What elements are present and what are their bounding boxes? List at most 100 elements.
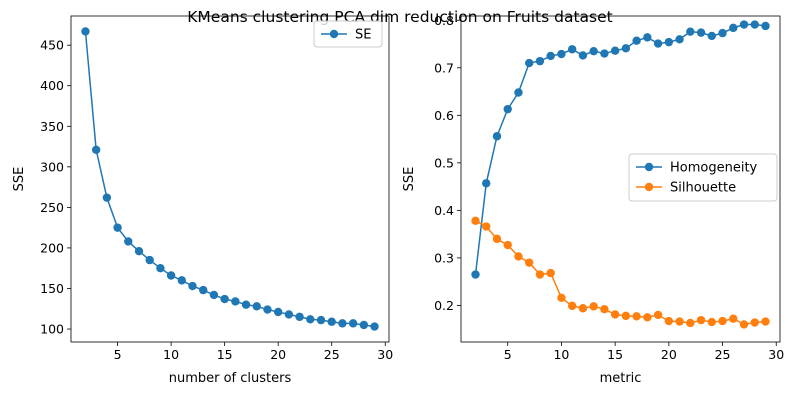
data-point	[482, 179, 491, 188]
y-tick-label: 0.3	[434, 250, 454, 265]
x-tick-label: 15	[217, 347, 233, 362]
data-point	[739, 20, 749, 29]
y-tick-label: 0.6	[434, 108, 454, 123]
data-point	[263, 305, 272, 314]
data-point	[739, 320, 749, 329]
data-point	[567, 301, 577, 311]
data-point	[535, 270, 545, 279]
data-point	[589, 46, 598, 56]
data-point	[632, 36, 641, 45]
data-point	[696, 315, 706, 325]
data-point	[535, 56, 545, 66]
data-point	[546, 268, 555, 278]
data-point	[514, 88, 523, 97]
x-tick-label: 20	[270, 347, 286, 362]
data-point	[621, 311, 631, 321]
data-point	[471, 270, 480, 279]
data-point	[482, 222, 491, 231]
data-point	[91, 145, 101, 155]
data-point	[327, 317, 336, 326]
data-point	[492, 234, 502, 244]
plot-frame	[70, 15, 390, 343]
data-point	[220, 294, 229, 304]
data-point	[546, 51, 555, 61]
data-point	[145, 255, 154, 265]
y-tick-label: 150	[40, 281, 64, 296]
data-point	[589, 302, 598, 311]
data-point	[653, 310, 663, 320]
data-point	[621, 44, 631, 53]
legend-label-0: SE	[355, 28, 371, 43]
y-tick-label: 0.7	[434, 60, 454, 75]
data-point	[348, 319, 358, 328]
data-point	[632, 312, 641, 321]
data-point	[675, 35, 684, 44]
data-point	[729, 314, 738, 323]
x-tick-label: 20	[661, 347, 677, 362]
legend-box	[313, 20, 383, 48]
y-tick-label: 0.2	[434, 298, 454, 313]
data-point	[188, 281, 197, 291]
y-tick-label: 100	[40, 322, 64, 337]
x-tick-label: 5	[114, 347, 122, 362]
data-point	[231, 297, 240, 306]
data-point	[273, 307, 283, 317]
data-point	[156, 264, 165, 273]
data-point	[707, 317, 716, 327]
data-point	[761, 317, 770, 326]
data-point	[750, 318, 759, 327]
series-line-0	[84, 31, 375, 328]
legend-label-1: Silhouette	[670, 181, 736, 196]
y-tick-label: 0.5	[434, 155, 454, 170]
data-point	[471, 216, 480, 226]
data-point	[761, 21, 770, 31]
data-point	[600, 305, 609, 314]
y-tick-label: 450	[40, 38, 64, 53]
series-line-1	[475, 220, 766, 326]
x-axis-label: metric	[600, 371, 642, 386]
y-tick-label: 400	[40, 78, 64, 93]
plot-frame	[460, 15, 781, 343]
data-point	[610, 46, 620, 55]
y-tick-label: 300	[40, 159, 64, 174]
data-point	[503, 104, 512, 114]
data-point	[134, 246, 144, 256]
data-point	[600, 49, 609, 58]
data-point	[102, 193, 112, 202]
figure-suptitle: KMeans clustering PCA dim reduction on F…	[187, 8, 612, 26]
right-chart-panel: 5 10 15 20 25 30 0.2 0.3 0.4 0.5 0.6 0.7 0.8 metric SS…	[402, 13, 784, 386]
data-point	[729, 23, 738, 33]
data-point	[686, 318, 695, 328]
data-point	[664, 37, 674, 47]
data-point	[81, 27, 90, 36]
data-point	[653, 39, 663, 48]
data-point	[113, 223, 122, 232]
data-point	[525, 58, 534, 68]
data-point	[503, 240, 512, 250]
data-point	[643, 313, 652, 322]
data-point	[664, 316, 674, 326]
data-point	[284, 310, 294, 319]
x-tick-label: 25	[324, 347, 340, 362]
series-line-0	[474, 23, 766, 275]
data-point	[514, 252, 523, 261]
data-point	[718, 316, 727, 326]
data-point	[492, 132, 502, 141]
data-point	[241, 300, 251, 309]
data-point	[124, 237, 133, 246]
data-point	[295, 312, 304, 322]
data-point	[718, 28, 727, 38]
y-axis-label: SSE	[12, 167, 27, 192]
x-tick-label: 30	[377, 347, 393, 362]
data-point	[359, 320, 369, 330]
data-point	[610, 310, 620, 319]
data-point	[567, 45, 577, 54]
legend-marker-1	[644, 182, 654, 192]
y-tick-label: 200	[40, 240, 64, 255]
data-point	[557, 293, 566, 303]
y-tick-label: 0.8	[434, 13, 454, 28]
data-point	[578, 51, 588, 60]
x-tick-label: 30	[768, 347, 784, 362]
data-point	[675, 317, 684, 326]
